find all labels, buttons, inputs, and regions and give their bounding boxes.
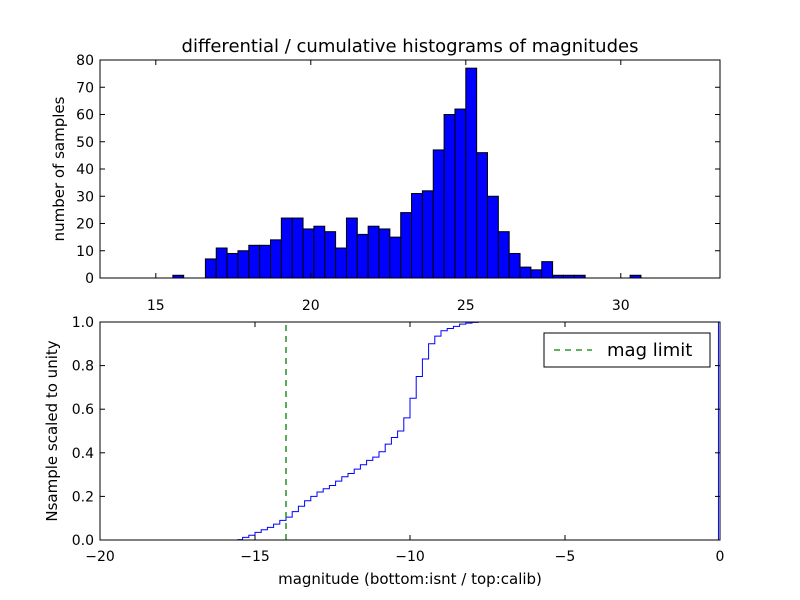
histogram-bar [237,250,250,279]
histogram-y-tick-label: 0 [85,271,94,287]
histogram-y-tick-label: 80 [76,53,94,69]
histogram-bar [324,231,337,279]
histogram-y-tick-label: 70 [76,80,94,96]
histogram-bar [487,195,499,279]
histogram-bar [411,193,423,279]
cumulative-y-tick-label: 0.4 [72,446,94,462]
histogram-bar [291,217,304,279]
histogram-ticks: 0 10 20 30 40 50 60 70 80 15 20 25 30 [76,53,720,314]
histogram-bars [172,67,642,279]
cumulative-axes-frame [99,321,721,541]
histogram-y-tick-label: 20 [76,217,94,233]
histogram-bar [476,152,488,279]
cumulative-x-tick-label: −15 [240,549,270,565]
histogram-bar [508,252,521,279]
histogram-bar [259,244,271,279]
cumulative-y-tick-label: 0.0 [72,533,94,549]
legend-mag-limit-label: mag limit [607,340,692,361]
legend: mag limit [543,332,711,368]
cumulative-x-axis-label: magnitude (bottom:isnt / top:calib) [278,570,542,588]
histogram-bar [541,261,554,279]
histogram-y-tick-label: 30 [76,189,94,205]
chart-title: differential / cumulative histograms of … [182,36,639,57]
cumulative-lines [100,321,719,541]
cumulative-y-tick-label: 0.2 [72,489,94,505]
histogram-bar [226,252,239,279]
histogram-x-tick-label: 25 [457,298,475,314]
histogram-bar [215,247,228,279]
histogram-bar [302,228,315,279]
cumulative-y-axis-label: Nsample scaled to unity [43,340,61,521]
histogram-x-tick-label: 20 [302,298,320,314]
histogram-y-tick-label: 40 [76,162,94,178]
histogram-y-tick-label: 50 [76,135,94,151]
legend-box [543,332,711,368]
histogram-bar [432,149,445,279]
histogram-bar [248,244,261,279]
cumulative-x-tick-label: 0 [716,549,725,565]
cumulative-panel: Nsample scaled to unity magnitude (botto… [43,315,724,588]
cumulative-line [100,321,719,541]
histogram-bar [280,217,293,279]
histogram-y-tick-label: 10 [76,244,94,260]
histogram-bar [519,266,532,279]
histogram-bar [345,217,358,279]
histogram-bar [400,212,413,279]
histogram-x-tick-label: 30 [612,298,630,314]
cumulative-y-tick-label: 0.8 [72,359,94,375]
cumulative-x-tick-label: −10 [395,549,425,565]
histogram-y-tick-label: 60 [76,108,94,124]
histogram-bar [465,67,478,279]
histogram-panel: differential / cumulative histograms of … [50,36,721,314]
histogram-bar [204,258,217,279]
histogram-x-tick-label: 15 [147,298,165,314]
histogram-bar [443,114,456,279]
cumulative-x-tick-label: −5 [555,549,576,565]
cumulative-y-tick-label: 0.6 [72,402,94,418]
histogram-bar [356,233,369,279]
histogram-bar [335,247,347,279]
histogram-bar [313,225,326,279]
cumulative-y-tick-label: 1.0 [72,315,94,331]
histogram-bar [389,236,402,279]
histogram-bar [530,269,543,279]
cumulative-x-tick-label: −20 [85,549,115,565]
histogram-bar [378,228,391,279]
histogram-bar [270,239,282,279]
histogram-axes-frame [99,59,721,279]
histogram-bar [421,190,434,279]
histogram-y-axis-label: number of samples [50,96,68,241]
histogram-bar [454,108,467,279]
histogram-bar [367,225,380,279]
histogram-bar [497,231,510,279]
